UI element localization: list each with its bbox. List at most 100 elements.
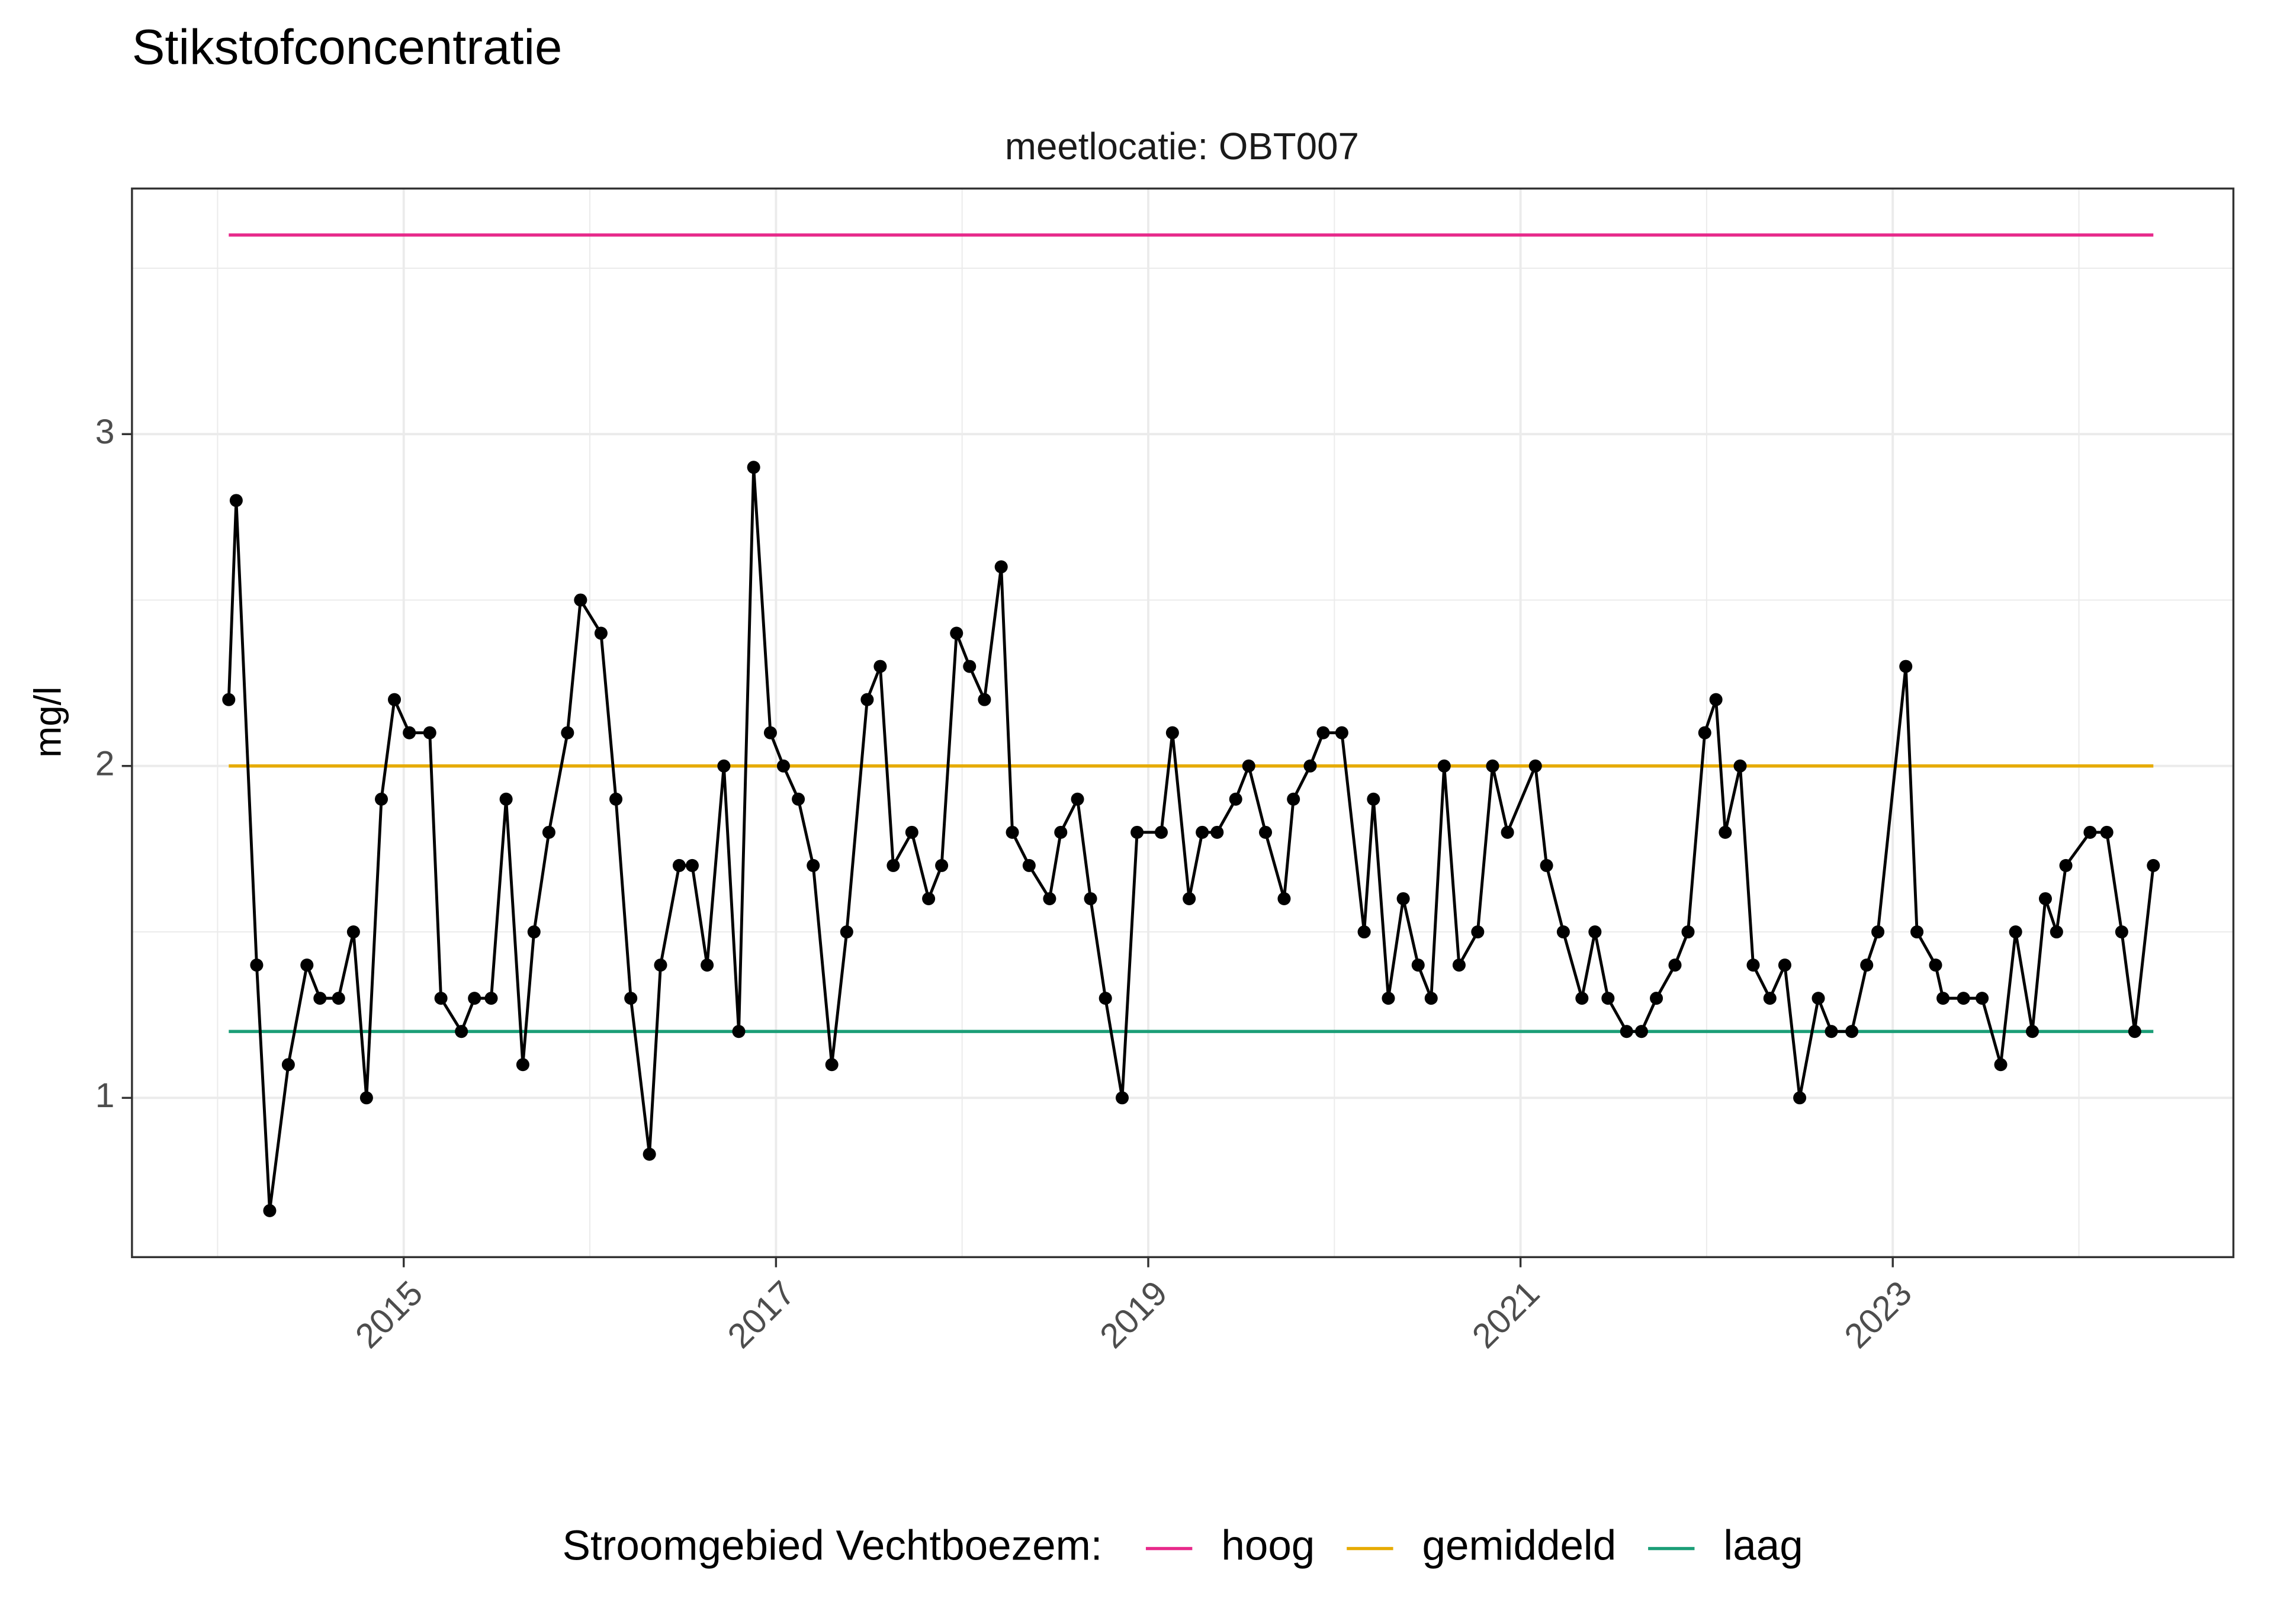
data-point [922,892,936,905]
data-point [388,693,402,706]
data-point [1196,825,1209,839]
data-point [499,792,513,806]
data-point [873,660,887,673]
data-point [792,792,805,806]
data-point [1634,1025,1648,1038]
data-point [516,1058,529,1072]
data-point [860,693,874,706]
data-point [840,925,853,939]
data-point [807,858,820,872]
data-point [1528,759,1542,773]
data-point [963,660,977,673]
data-point [1210,825,1224,839]
data-point [1994,1058,2008,1072]
data-point [281,1058,295,1072]
axes: 2015 2017 2019 2021 2023 1 2 3 [95,413,1919,1356]
data-point [1588,925,1602,939]
data-point [1357,925,1371,939]
data-point [1115,1091,1129,1105]
data-point [1006,825,1019,839]
data-point [1575,992,1589,1005]
legend-title: Stroomgebied Vechtboezem: [563,1522,1103,1569]
data-point [1812,992,1825,1005]
data-point [1719,825,1732,839]
data-point [1650,992,1663,1005]
legend-item: gemiddeld [1347,1522,1616,1569]
data-point [1929,959,1942,972]
data-point [1287,792,1300,806]
data-point [468,992,481,1005]
data-point [935,858,949,872]
data-point [732,1025,746,1038]
data-point [1793,1091,1807,1105]
data-point [1154,825,1168,839]
grid [131,188,2234,1258]
data-point [1668,959,1682,972]
data-point [222,693,236,706]
data-point [1229,792,1242,806]
data-point [624,992,638,1005]
data-point [574,593,587,607]
data-point [1899,660,1913,673]
data-point [994,560,1008,574]
data-point [542,825,555,839]
data-point [1396,892,1410,905]
data-point [2025,1025,2039,1038]
data-point [905,825,918,839]
data-point [2147,858,2160,872]
data-point [643,1147,656,1161]
data-point [263,1204,277,1217]
data-point [1258,825,1273,839]
data-point [455,1025,468,1038]
data-point [1936,992,1950,1005]
data-point [1746,959,1760,972]
y-tick-label: 1 [95,1076,115,1115]
legend-label: hoog [1221,1522,1315,1569]
data-point [747,461,760,474]
x-tick-label: 2021 [1465,1274,1547,1355]
data-point [300,959,314,972]
data-point [1022,858,1036,872]
data-point [1471,925,1485,939]
data-point [1099,992,1112,1005]
x-tick-label: 2015 [348,1274,430,1355]
data-point [1601,992,1615,1005]
data-point [561,726,574,739]
panel-border [131,187,2235,1259]
data-point [484,992,498,1005]
data-point [1084,892,1097,905]
legend-item: hoog [1145,1522,1315,1569]
data-point [1620,1025,1633,1038]
data-point [1303,759,1317,773]
chart-title: Stikstofconcentratie [132,20,563,75]
data-point [1556,925,1570,939]
data-point [1486,759,1499,773]
data-point [2083,825,2097,839]
data-point [1501,825,1514,839]
y-tick-label: 2 [95,744,115,783]
data-point [609,792,623,806]
data-point [594,626,608,640]
data-point [1976,992,1989,1005]
data-point [1367,792,1380,806]
data-point [1130,825,1144,839]
data-point [1871,925,1885,939]
data-point [250,959,264,972]
legend-label: gemiddeld [1422,1522,1617,1569]
data-point [1054,825,1068,839]
data-point [359,1091,373,1105]
data-point [654,959,667,972]
data-point [1382,992,1395,1005]
data-point [423,726,436,739]
data-point [1709,693,1723,706]
data-point [2059,858,2073,872]
data-point [1540,858,1553,872]
data-point [1071,792,1084,806]
data-point [1957,992,1970,1005]
legend: Stroomgebied Vechtboezem: hoog gemiddeld la… [563,1522,1803,1569]
data-point [1043,892,1056,905]
legend-label: laag [1723,1522,1803,1569]
data-point [1778,959,1791,972]
data-point [1424,992,1438,1005]
data-point [717,759,731,773]
